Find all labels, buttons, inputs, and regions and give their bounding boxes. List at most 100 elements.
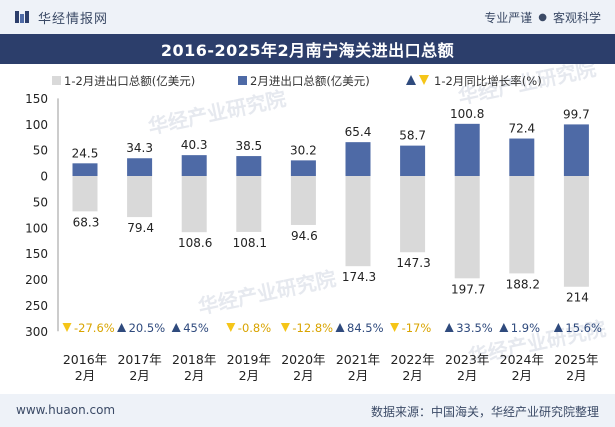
bar-monthly — [563, 124, 589, 176]
bar-cumulative-value-label: 147.3 — [396, 256, 430, 270]
y-tick-label: 100 — [25, 221, 48, 235]
top-bar: 华经情报网 专业严谨 ● 客观科学 — [0, 0, 615, 34]
x-category-label: 2022年 2月 — [390, 352, 434, 383]
growth-value-label: 33.5% — [456, 321, 493, 335]
x-category-label: 2021年 2月 — [336, 352, 380, 383]
x-category-label: 2018年 2月 — [172, 352, 216, 383]
bar-cumulative — [290, 176, 316, 225]
bar-cumulative — [181, 176, 207, 233]
growth-up-arrow-icon — [117, 323, 127, 332]
y-tick-label: 0 — [40, 170, 48, 184]
growth-value-label: 45% — [183, 321, 209, 335]
x-category-label: 2024年 2月 — [500, 352, 544, 383]
bar-cumulative — [127, 176, 153, 218]
x-category-label: 2019年 2月 — [227, 352, 271, 383]
bar-monthly-value-label: 72.4 — [508, 122, 535, 136]
separator-dot-icon: ● — [538, 12, 547, 23]
bar-cumulative-value-label: 108.1 — [233, 236, 267, 250]
growth-value-label: -17% — [402, 321, 432, 335]
bar-monthly-value-label: 58.7 — [399, 129, 426, 143]
footer-source: 数据来源：中国海关，华经产业研究院整理 — [370, 405, 599, 419]
bar-cumulative-value-label: 197.7 — [451, 282, 485, 296]
growth-value-label: 15.6% — [565, 321, 602, 335]
brand: 华经情报网 — [14, 7, 108, 27]
bar-monthly — [509, 138, 535, 176]
growth-down-arrow-icon — [280, 323, 290, 332]
bar-cumulative — [563, 176, 589, 287]
bar-monthly — [181, 155, 207, 176]
growth-value-label: -12.8% — [292, 321, 333, 335]
legend-label-growth: 1-2月同比增长率(%) — [434, 74, 542, 88]
bar-monthly — [127, 158, 153, 176]
tagline: 专业严谨 ● 客观科学 — [484, 9, 601, 26]
legend-up-arrow-icon — [406, 75, 416, 85]
bar-monthly-value-label: 38.5 — [235, 139, 262, 153]
bar-cumulative — [454, 176, 480, 279]
bar-monthly-value-label: 24.5 — [72, 146, 99, 160]
legend-label-cumulative: 1-2月进出口总额(亿美元) — [64, 74, 195, 88]
y-tick-label: 300 — [25, 325, 48, 339]
bar-cumulative — [72, 176, 98, 212]
bar-monthly-value-label: 34.3 — [126, 141, 153, 155]
legend-swatch-cumulative — [52, 76, 61, 85]
x-category-label: 2023年 2月 — [445, 352, 489, 383]
bar-cumulative-value-label: 188.2 — [506, 277, 540, 291]
bar-cumulative — [509, 176, 535, 274]
bar-monthly — [290, 160, 316, 176]
growth-up-arrow-icon — [499, 323, 509, 332]
growth-up-arrow-icon — [171, 323, 181, 332]
legend-label-monthly: 2月进出口总额(亿美元) — [250, 74, 370, 88]
bar-cumulative — [400, 176, 426, 253]
y-tick-label: 50 — [33, 144, 48, 158]
growth-up-arrow-icon — [335, 323, 345, 332]
bar-cumulative — [345, 176, 371, 267]
y-tick-label: 150 — [25, 92, 48, 106]
growth-down-arrow-icon — [226, 323, 236, 332]
growth-down-arrow-icon — [62, 323, 72, 332]
footer: www.huaon.com 数据来源：中国海关，华经产业研究院整理 — [0, 394, 615, 427]
x-category-label: 2017年 2月 — [117, 352, 161, 383]
bar-cumulative-value-label: 108.6 — [178, 236, 212, 250]
x-category-label: 2020年 2月 — [281, 352, 325, 383]
bar-cumulative — [236, 176, 262, 232]
footer-url: www.huaon.com — [16, 403, 116, 417]
bar-monthly — [236, 156, 262, 176]
x-category-label: 2016年 2月 — [63, 352, 107, 383]
growth-up-arrow-icon — [444, 323, 454, 332]
bar-monthly-value-label: 100.8 — [450, 107, 484, 121]
y-tick-label: 200 — [25, 273, 48, 287]
bar-cumulative-value-label: 174.3 — [342, 270, 376, 284]
growth-value-label: 1.9% — [511, 321, 540, 335]
growth-value-label: 20.5% — [129, 321, 166, 335]
bar-cumulative-value-label: 94.6 — [291, 229, 318, 243]
tagline-item-2: 客观科学 — [552, 11, 601, 25]
watermark-text: 华经产业研究院 — [146, 86, 288, 139]
growth-up-arrow-icon — [553, 323, 563, 332]
growth-value-label: -27.6% — [74, 321, 115, 335]
bar-cumulative-value-label: 68.3 — [73, 215, 100, 229]
bar-monthly-value-label: 30.2 — [290, 143, 317, 157]
bar-monthly-value-label: 99.7 — [563, 107, 590, 121]
y-tick-label: 50 — [33, 195, 48, 209]
bar-monthly — [72, 163, 98, 176]
y-tick-label: 100 — [25, 118, 48, 132]
bar-monthly — [345, 142, 371, 176]
legend-down-arrow-icon — [419, 75, 429, 85]
growth-value-label: -0.8% — [238, 321, 271, 335]
growth-down-arrow-icon — [390, 323, 400, 332]
x-category-label: 2025年 2月 — [554, 352, 598, 383]
legend-swatch-monthly — [238, 76, 247, 85]
chart-title: 2016-2025年2月南宁海关进出口总额 — [0, 34, 615, 64]
brand-name: 华经情报网 — [38, 11, 109, 27]
brand-logo-icon — [15, 11, 29, 23]
y-tick-label: 150 — [25, 247, 48, 261]
growth-value-label: 84.5% — [347, 321, 384, 335]
bar-monthly-value-label: 65.4 — [345, 125, 372, 139]
bar-monthly — [400, 145, 426, 176]
bar-cumulative-value-label: 79.4 — [127, 221, 154, 235]
tagline-item-1: 专业严谨 — [484, 11, 533, 25]
bar-monthly-value-label: 40.3 — [181, 138, 208, 152]
watermark-text: 华经产业研究院 — [196, 266, 338, 319]
y-tick-label: 250 — [25, 299, 48, 313]
